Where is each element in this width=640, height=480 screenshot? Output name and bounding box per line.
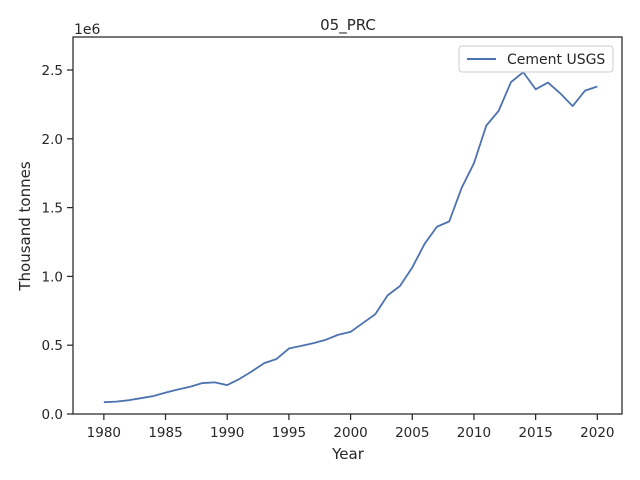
plot-area [103, 71, 598, 404]
legend-label: Cement USGS [507, 52, 605, 68]
y-tick-label: 2.0 [42, 132, 63, 148]
x-axis-label: Year [331, 445, 365, 463]
y-axis-label: Thousand tonnes [16, 161, 34, 291]
y-axis-ticks: 0.0 0.5 1.0 1.5 2.0 2.5 [42, 63, 73, 423]
x-tick-label: 2005 [395, 425, 429, 441]
chart-title: 05_PRC [320, 16, 376, 35]
plot-frame [72, 36, 623, 415]
x-tick-label: 1990 [210, 425, 244, 441]
legend: Cement USGS [458, 45, 614, 73]
x-tick-label: 2015 [518, 425, 552, 441]
legend-box [458, 45, 614, 73]
y-tick-label: 1.5 [42, 201, 63, 217]
x-tick-label: 1980 [87, 425, 121, 441]
series-line [103, 71, 598, 404]
y-axis-offset-text: 1e6 [74, 22, 101, 38]
x-tick-label: 1985 [148, 425, 182, 441]
x-axis-ticks: 1980 1985 1990 1995 2000 2005 2010 2015 2020 [87, 414, 615, 441]
y-tick-label: 1.0 [42, 269, 63, 285]
x-tick-label: 2010 [457, 425, 491, 441]
x-tick-label: 2020 [580, 425, 614, 441]
y-tick-label: 0.5 [42, 338, 63, 354]
y-tick-label: 0.0 [42, 407, 63, 423]
x-tick-label: 2000 [333, 425, 367, 441]
y-tick-label: 2.5 [42, 63, 63, 79]
x-tick-label: 1995 [272, 425, 306, 441]
